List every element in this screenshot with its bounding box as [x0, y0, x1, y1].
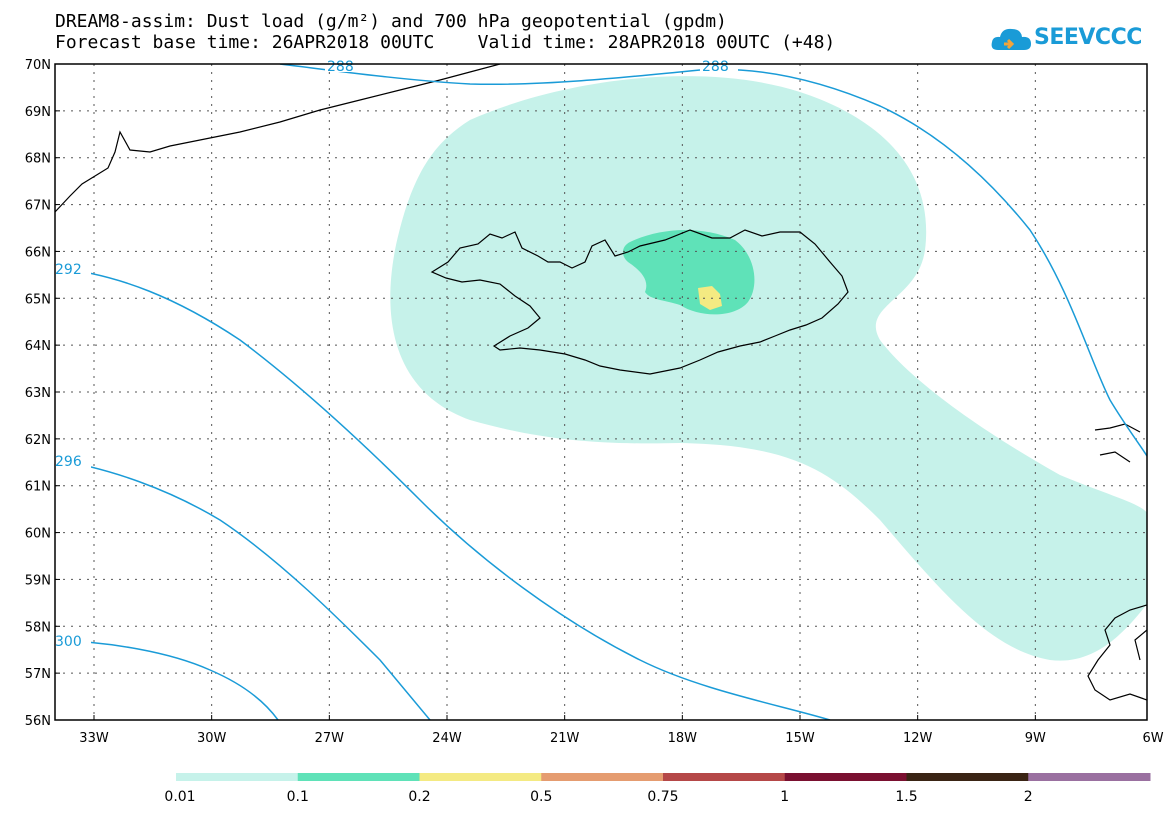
contour-label: 288 — [327, 59, 354, 75]
lat-tick-label: 68N — [25, 152, 51, 167]
scotland-coast — [1087, 604, 1147, 701]
lat-tick-label: 67N — [25, 199, 51, 214]
contour-300 — [55, 639, 279, 720]
colorbar-segment — [541, 773, 664, 781]
colorbar-label: 2 — [1024, 789, 1033, 805]
colorbar-label: 0.01 — [164, 789, 195, 805]
lat-tick-label: 70N — [25, 58, 51, 73]
lat-tick-label: 57N — [25, 667, 51, 682]
colorbar: 0.01 0.1 0.2 0.5 0.75 1 1.5 2 — [164, 773, 1151, 805]
lon-tick-label: 6W — [1142, 731, 1163, 746]
graticule — [55, 64, 1147, 720]
iceland-coast — [430, 229, 849, 375]
logo-text: SEEVCCC — [1034, 25, 1142, 50]
cloud-icon — [991, 28, 1031, 50]
map-subtitle: Forecast base time: 26APR2018 00UTC Vali… — [55, 32, 836, 53]
contour-label: 300 — [55, 634, 82, 650]
contour-288-east — [699, 68, 1147, 457]
lat-tick-label: 61N — [25, 480, 51, 495]
lon-tick-label: 33W — [79, 731, 109, 746]
lat-tick-label: 66N — [25, 245, 51, 260]
contour-labels: 288 288 292 296 300 — [55, 58, 738, 650]
colorbar-label: 1.5 — [895, 789, 917, 805]
contour-292 — [55, 267, 831, 720]
dust-area-0.2 — [698, 286, 722, 310]
map-title: DREAM8-assim: Dust load (g/m²) and 700 h… — [55, 11, 727, 32]
contour-label: 288 — [702, 59, 729, 75]
coastlines — [55, 64, 1147, 701]
lon-tick-label: 15W — [785, 731, 815, 746]
lon-tick-label: 18W — [668, 731, 698, 746]
lon-tick-label: 24W — [432, 731, 462, 746]
dust-area-0.01 — [390, 76, 1147, 661]
lat-tick-label: 56N — [25, 714, 51, 729]
lat-tick-label: 69N — [25, 105, 51, 120]
contour-label: 292 — [55, 262, 82, 278]
lat-tick-label: 60N — [25, 527, 51, 542]
colorbar-segment — [176, 773, 299, 781]
lon-tick-label: 27W — [315, 731, 345, 746]
lat-tick-label: 62N — [25, 433, 51, 448]
faroe-shetland-coast — [1094, 423, 1141, 463]
colorbar-segment — [906, 773, 1029, 781]
colorbar-label: 1 — [780, 789, 789, 805]
colorbar-segment — [784, 773, 907, 781]
colorbar-segment — [297, 773, 420, 781]
lat-tick-label: 59N — [25, 573, 51, 588]
seevccc-logo: SEEVCCC — [990, 20, 1142, 60]
lon-tick-label: 30W — [197, 731, 227, 746]
lon-tick-label: 9W — [1025, 731, 1046, 746]
lat-tick-label: 65N — [25, 292, 51, 307]
lon-tick-label: 21W — [550, 731, 580, 746]
colorbar-segment — [663, 773, 786, 781]
greenland-coast — [55, 64, 501, 213]
colorbar-segment — [419, 773, 542, 781]
colorbar-label: 0.75 — [647, 789, 678, 805]
colorbar-label: 0.5 — [530, 789, 552, 805]
latitude-axis: 70N 69N 68N 67N 66N 65N 64N 63N 62N 61N 60N 59N 58N 5… — [25, 58, 60, 729]
colorbar-label: 0.1 — [287, 789, 309, 805]
colorbar-segment — [1028, 773, 1151, 781]
contour-label: 296 — [55, 454, 82, 470]
lat-tick-label: 58N — [25, 620, 51, 635]
lon-tick-label: 12W — [903, 731, 933, 746]
colorbar-label: 0.2 — [408, 789, 430, 805]
contour-296 — [55, 459, 431, 720]
lat-tick-label: 64N — [25, 339, 51, 354]
longitude-axis: 33W 30W 27W 24W 21W 18W 15W 12W 9W 6W — [79, 715, 1164, 746]
lat-tick-label: 63N — [25, 386, 51, 401]
